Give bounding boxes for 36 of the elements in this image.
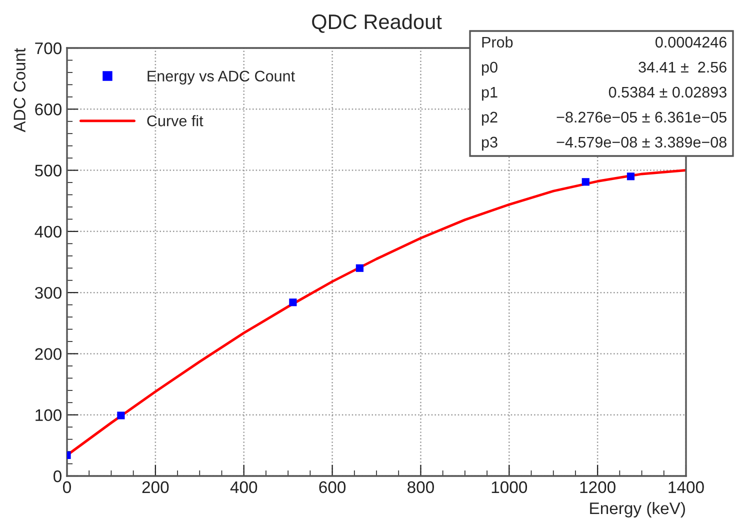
y-tick-label: 100 bbox=[36, 409, 62, 422]
x-tick-label: 200 bbox=[142, 481, 169, 494]
annotation: p2 bbox=[482, 112, 498, 126]
x-tick-label: 0 bbox=[63, 481, 71, 494]
x-tick-label: 1000 bbox=[492, 481, 528, 494]
y-tick-label: 400 bbox=[34, 226, 62, 238]
text: 0.0004246 bbox=[656, 36, 726, 48]
y-tick-label: 600 bbox=[35, 104, 62, 116]
y-tick-label: 0 bbox=[54, 470, 62, 482]
annotation: 34.41 ± 2.56 bbox=[638, 62, 726, 73]
legend-label: Energy vs ADC Count bbox=[148, 70, 295, 85]
chart-title: QDC Readout bbox=[312, 14, 442, 33]
point bbox=[582, 178, 590, 186]
annotation: −4.579e−08 ± 3.389e−08 bbox=[556, 136, 726, 148]
point bbox=[117, 412, 125, 420]
y-tick-label: 500 bbox=[35, 164, 62, 176]
x-tick-label: 800 bbox=[408, 481, 434, 494]
x-axis-title: Energy (keV) bbox=[590, 502, 685, 518]
y-tick-label: 200 bbox=[35, 348, 62, 360]
x-tick-label: 600 bbox=[319, 481, 346, 494]
y-tick-label: 300 bbox=[34, 286, 62, 299]
annotation: p3 bbox=[482, 136, 498, 151]
point bbox=[356, 264, 364, 272]
x-tick-label: 1400 bbox=[668, 481, 704, 494]
text: Prob bbox=[482, 36, 513, 48]
annotation: p0 bbox=[482, 62, 498, 76]
point bbox=[626, 172, 635, 180]
annotation: p1 bbox=[482, 86, 498, 101]
y-axis-title: ADC Count bbox=[14, 48, 26, 132]
y-tick-label: 700 bbox=[35, 42, 62, 54]
annotation: 0.5384 ± 0.02893 bbox=[608, 86, 726, 98]
x-tick-label: 1200 bbox=[580, 481, 616, 494]
legend-label: Curve fit bbox=[147, 115, 204, 126]
x-tick-label: 400 bbox=[230, 481, 258, 494]
annotation: −8.276e−05 ± 6.361e−05 bbox=[556, 112, 726, 123]
point bbox=[289, 298, 297, 306]
